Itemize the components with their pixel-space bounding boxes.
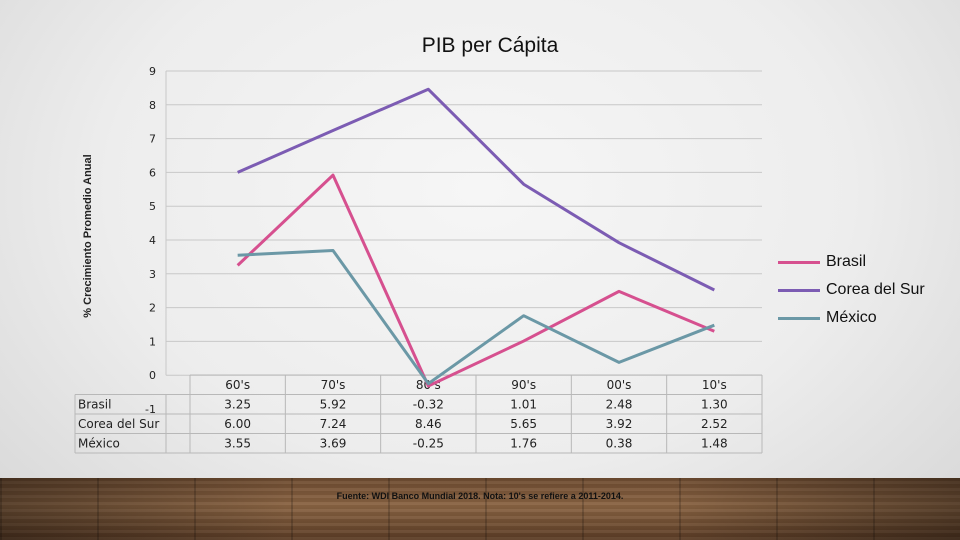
legend-swatch — [778, 260, 820, 264]
y-tick-label: 7 — [149, 133, 156, 146]
y-tick-label: 6 — [149, 166, 156, 179]
table-value-cell: 1.30 — [701, 398, 728, 412]
table-value-cell: 8.46 — [415, 417, 442, 431]
table-value-cell: 7.24 — [320, 417, 347, 431]
y-tick-label: 2 — [149, 302, 156, 315]
legend-swatch — [778, 288, 820, 292]
legend-swatch — [778, 316, 820, 320]
table-value-cell: 3.25 — [224, 398, 251, 412]
table-series-name: México — [78, 437, 120, 451]
table-value-cell: 2.48 — [606, 398, 633, 412]
legend-item: México — [778, 304, 925, 332]
x-category-label: 10's — [702, 378, 727, 392]
table-value-cell: 3.55 — [224, 437, 251, 451]
series-line — [237, 87, 716, 292]
y-tick-label: -1 — [145, 403, 156, 416]
y-tick-label: 5 — [149, 200, 156, 213]
table-value-cell: -0.25 — [413, 437, 444, 451]
legend-label: Brasil — [826, 253, 867, 270]
y-tick-label: 1 — [149, 335, 156, 348]
legend-label: Corea del Sur — [826, 281, 925, 298]
table-value-cell: 3.69 — [320, 437, 347, 451]
source-note: Fuente: WDI Banco Mundial 2018. Nota: 10… — [336, 491, 624, 501]
series-line — [237, 248, 715, 386]
table-value-cell: 3.92 — [606, 417, 633, 431]
y-tick-label: 0 — [149, 369, 156, 382]
wood-floor-decoration — [0, 478, 960, 540]
table-value-cell: 2.52 — [701, 417, 728, 431]
table-value-cell: 1.48 — [701, 437, 728, 451]
x-category-label: 60's — [225, 378, 250, 392]
table-value-cell: 1.76 — [510, 437, 537, 451]
x-category-label: 70's — [321, 378, 346, 392]
x-category-label: 90's — [511, 378, 536, 392]
table-value-cell: 5.92 — [320, 398, 347, 412]
legend-item: Brasil — [778, 248, 925, 276]
x-category-label: 00's — [607, 378, 632, 392]
legend-item: Corea del Sur — [778, 276, 925, 304]
table-value-cell: 0.38 — [606, 437, 633, 451]
table-series-name: Corea del Sur — [78, 417, 159, 431]
table-value-cell: 6.00 — [224, 417, 251, 431]
table-value-cell: 5.65 — [510, 417, 537, 431]
chart-title: PIB per Cápita — [421, 34, 559, 57]
table-value-cell: -0.32 — [413, 398, 444, 412]
y-tick-label: 3 — [149, 268, 156, 281]
table-series-name: Brasil — [78, 398, 111, 412]
y-tick-label: 8 — [149, 99, 156, 112]
floor-shade — [0, 478, 960, 540]
y-tick-label: 4 — [149, 234, 156, 247]
y-tick-label: 9 — [149, 65, 156, 78]
legend-label: México — [826, 309, 877, 326]
series-line — [236, 173, 715, 388]
chart-legend: Brasil Corea del Sur México — [778, 248, 925, 332]
table-value-cell: 1.01 — [510, 398, 537, 412]
